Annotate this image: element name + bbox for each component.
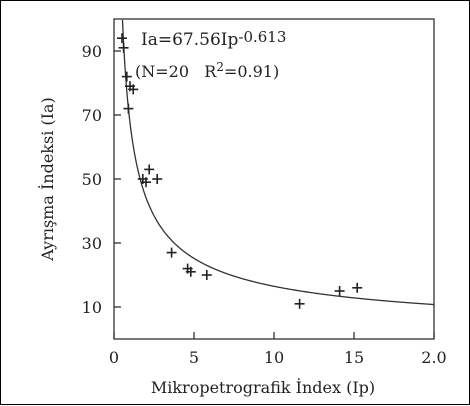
data-point bbox=[352, 282, 363, 293]
data-point bbox=[123, 103, 134, 114]
data-point bbox=[294, 298, 305, 309]
x-tick-label: 0 bbox=[109, 348, 119, 367]
equation-exponent: -0.613 bbox=[238, 28, 286, 46]
data-point bbox=[141, 177, 151, 188]
data-point bbox=[334, 286, 345, 296]
y-tick-label: 90 bbox=[82, 42, 102, 61]
data-point bbox=[128, 84, 139, 95]
fit-curve bbox=[121, 19, 434, 306]
data-point bbox=[144, 164, 155, 175]
x-tick-label: 2.0 bbox=[421, 348, 446, 367]
x-axis-ticks: 0 5 10 15 2.0 bbox=[109, 332, 447, 367]
x-axis-label: Mikropetrografik İndex (Ip) bbox=[151, 377, 375, 397]
data-point bbox=[185, 266, 196, 277]
stats-text: (N=20 R2=0.91) bbox=[135, 60, 279, 81]
data-point bbox=[166, 247, 177, 258]
y-tick-label: 30 bbox=[82, 234, 102, 253]
stats-r-exponent: 2 bbox=[216, 60, 224, 74]
y-axis-ticks: 10 30 50 70 90 bbox=[82, 42, 121, 317]
data-point bbox=[118, 42, 129, 53]
x-tick-label: 5 bbox=[189, 348, 199, 367]
y-tick-label: 10 bbox=[82, 298, 102, 317]
x-tick-label: 15 bbox=[344, 348, 364, 367]
data-point bbox=[201, 270, 212, 280]
equation-base: Ia=67.56Ip bbox=[141, 30, 238, 50]
equation-text: Ia=67.56Ip-0.613 bbox=[141, 28, 286, 50]
data-point bbox=[121, 71, 132, 82]
x-tick-label: 10 bbox=[264, 348, 284, 367]
stats-r: =0.91) bbox=[224, 62, 279, 81]
y-tick-label: 70 bbox=[82, 106, 102, 125]
data-point bbox=[152, 174, 163, 184]
y-tick-label: 50 bbox=[82, 170, 102, 189]
data-point bbox=[117, 33, 127, 44]
data-points bbox=[117, 33, 363, 309]
y-axis-label: Ayrışma İndeksi (Ia) bbox=[37, 97, 57, 262]
stats-n: (N=20 R bbox=[135, 62, 217, 81]
